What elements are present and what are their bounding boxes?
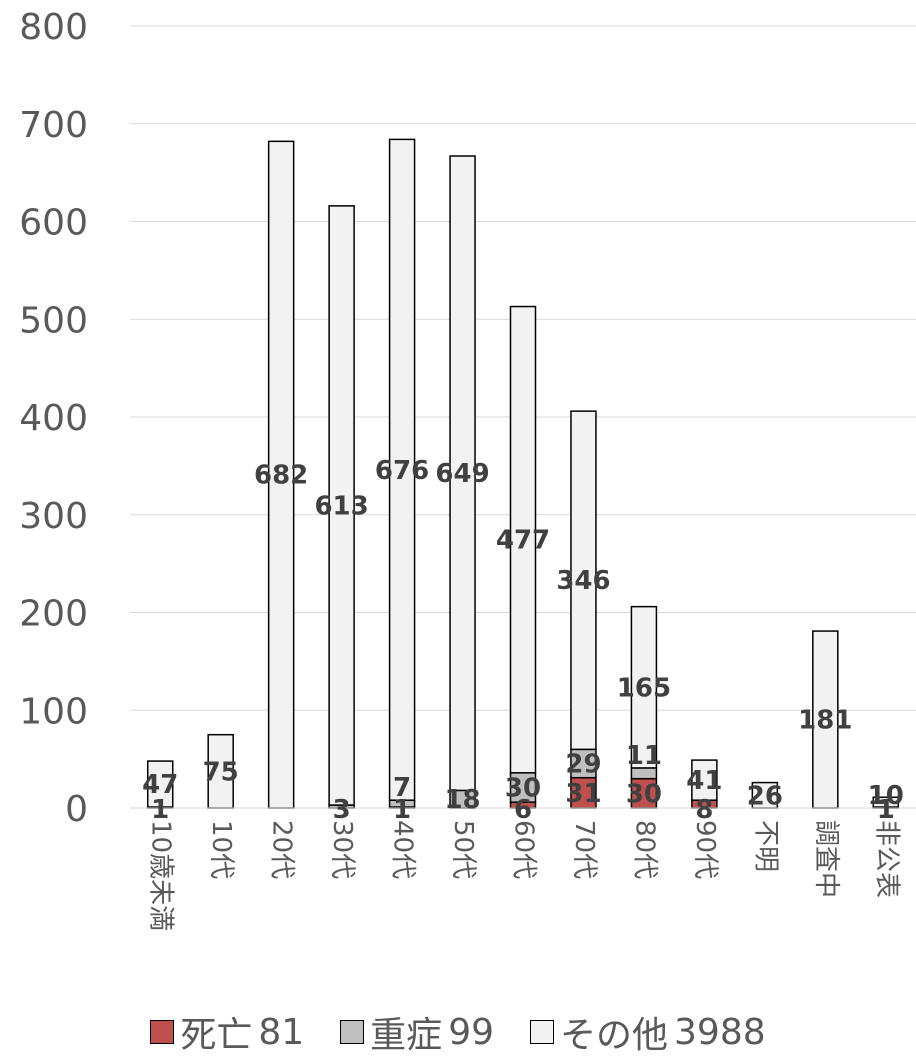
legend-label-other: その他: [560, 1015, 669, 1056]
x-tick-label: 70代: [569, 820, 599, 879]
legend-swatch-severe: [340, 1020, 365, 1044]
x-tick-label: 30代: [327, 820, 357, 879]
bar-segment: [509, 772, 537, 803]
bar-segment: [570, 410, 597, 751]
x-axis-tick-labels: 10歳未満 10代 20代 30代 40代 50代 60代 70代 80代 90代 不明 調査中 非公表: [146, 820, 902, 931]
data-label: 29: [565, 750, 601, 780]
x-tick-label: 80代: [629, 820, 659, 879]
data-label: 31: [565, 779, 601, 809]
data-label: 8: [695, 795, 713, 825]
x-tick-label: 10代: [206, 820, 236, 879]
x-tick-label: 調査中: [811, 820, 841, 898]
y-tick-label: 200: [19, 594, 88, 635]
legend-label-severe: 重症: [370, 1015, 443, 1056]
y-tick-label: 600: [19, 203, 88, 244]
data-label: 649: [435, 459, 489, 489]
legend-item-death: 死亡 81: [150, 1006, 304, 1058]
x-tick-label: 60代: [509, 820, 539, 879]
bars: [146, 138, 900, 809]
bar-segment: [630, 605, 658, 769]
data-label: 47: [142, 770, 178, 800]
x-tick-label: 非公表: [871, 820, 901, 898]
y-axis-tick-labels: 0 100 200 300 400 500 600 700 800: [19, 7, 88, 830]
stacked-bar-chart: 0 100 200 300 400 500 600 700 800 10歳未満 10代 20代 30代…: [19, 7, 916, 931]
data-label: 30: [505, 773, 541, 803]
data-label: 3: [333, 795, 351, 825]
legend-value-severe: 99: [448, 1011, 494, 1053]
y-tick-label: 100: [19, 691, 88, 732]
legend: 死亡 81 重症 99 その他 3988: [0, 1008, 916, 1056]
data-label: 75: [203, 757, 239, 787]
data-label: 1: [151, 795, 169, 825]
data-labels: 147 7568236131767618649630477312934630111…: [142, 456, 904, 825]
data-label: 10: [868, 781, 904, 811]
data-label: 1: [877, 795, 895, 825]
x-tick-label: 不明: [750, 820, 780, 872]
data-label: 165: [617, 673, 671, 703]
bar-segment: [388, 138, 416, 801]
y-tick-label: 700: [19, 105, 88, 146]
legend-swatch-other: [530, 1020, 554, 1044]
data-label: 181: [798, 706, 852, 736]
legend-item-other: その他 3988: [530, 1006, 766, 1058]
data-label: 477: [496, 526, 550, 556]
x-tick-label: 90代: [690, 820, 720, 879]
legend-value-death: 81: [258, 1011, 305, 1053]
data-label: 613: [314, 491, 368, 521]
legend-swatch-death: [150, 1020, 175, 1044]
x-tick-label: 20代: [267, 820, 297, 879]
bar-segment: [267, 140, 295, 809]
x-tick-label: 40代: [388, 820, 418, 879]
y-tick-label: 800: [19, 7, 88, 48]
bar-segment: [509, 305, 537, 774]
y-tick-label: 0: [65, 789, 88, 830]
bar-segment: [449, 155, 476, 792]
legend-item-severe: 重症 99: [340, 1006, 494, 1058]
bar-segment: [872, 796, 900, 808]
data-label: 11: [626, 741, 662, 771]
bar-segment: [691, 759, 718, 801]
x-tick-label: 10歳未満: [146, 820, 176, 931]
data-label: 676: [375, 456, 429, 486]
data-label: 682: [254, 461, 308, 491]
data-label: 346: [556, 566, 610, 596]
y-tick-label: 400: [19, 398, 88, 439]
data-label: 41: [686, 766, 722, 796]
legend-value-other: 3988: [674, 1011, 766, 1053]
bar-segment: [328, 205, 355, 806]
x-tick-label: 50代: [448, 820, 478, 879]
y-tick-label: 300: [19, 496, 88, 537]
data-label: 18: [444, 785, 480, 815]
y-tick-label: 500: [19, 300, 88, 341]
legend-label-death: 死亡: [180, 1015, 253, 1056]
data-label: 6: [514, 795, 532, 825]
data-label: 30: [626, 779, 662, 809]
bar-segment: [570, 748, 597, 779]
data-label: 1: [393, 795, 411, 825]
data-label: 7: [393, 773, 411, 803]
bar-segment: [146, 760, 174, 808]
data-label: 26: [747, 781, 783, 811]
